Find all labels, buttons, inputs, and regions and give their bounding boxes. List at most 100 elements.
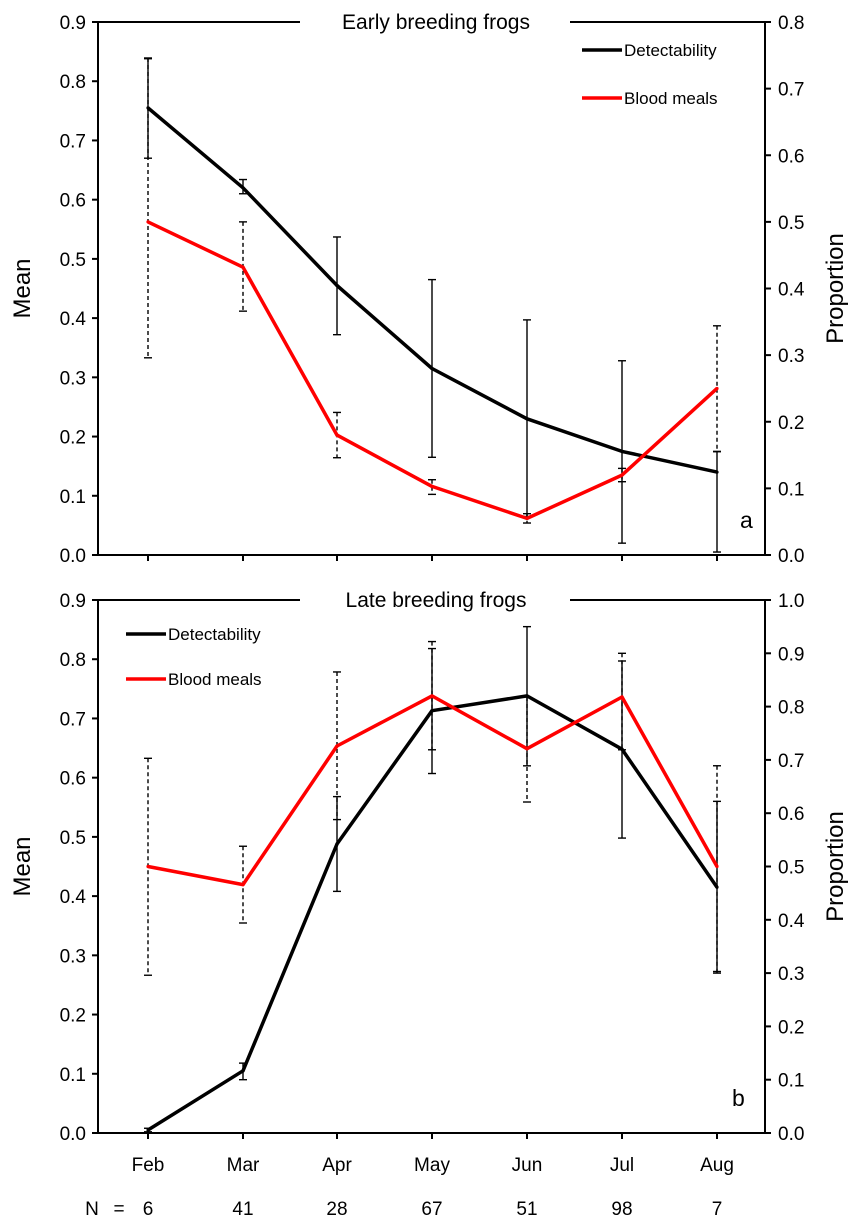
- y-axis-title-left: Mean: [9, 258, 36, 318]
- panel-a: Early breeding frogs 0.0 0.1 0.2 0.3 0.4 0.5 0.…: [9, 11, 849, 567]
- data-point: [430, 484, 434, 488]
- right-tick-label: 0.0: [778, 546, 804, 567]
- data-point: [335, 283, 339, 288]
- left-tick-label: 0.2: [60, 1006, 86, 1027]
- series-detectability: [144, 58, 721, 553]
- right-tick-label: 0.9: [778, 644, 804, 665]
- x-tick-label: Jul: [610, 1155, 634, 1176]
- left-tick-label: 0.8: [60, 72, 86, 93]
- data-point: [335, 433, 339, 437]
- data-point: [430, 709, 434, 713]
- right-tick-label: 0.1: [778, 479, 804, 500]
- x-tick-label: Apr: [322, 1155, 352, 1176]
- right-tick-label: 0.8: [778, 698, 804, 719]
- left-tick-label: 0.1: [60, 487, 86, 508]
- sample-size-value: 28: [326, 1199, 347, 1220]
- left-tick-label: 0.1: [60, 1065, 86, 1086]
- panel-title: Late breeding frogs: [346, 589, 527, 612]
- data-point: [430, 366, 434, 371]
- y-axis-title-right: Proportion: [822, 233, 849, 344]
- data-point: [146, 220, 150, 224]
- left-tick-label: 0.0: [60, 546, 86, 567]
- left-tick-label: 0.4: [60, 309, 87, 330]
- panel-title: Early breeding frogs: [342, 11, 530, 34]
- x-tick-label: Jun: [512, 1155, 543, 1176]
- data-point: [146, 1128, 150, 1132]
- series-blood-meals: [144, 640, 721, 976]
- left-tick-label: 0.8: [60, 650, 86, 671]
- data-point: [241, 883, 245, 887]
- left-tick-label: 0.2: [60, 428, 86, 449]
- left-tick-label: 0.3: [60, 946, 86, 967]
- sample-size-value: 51: [516, 1199, 537, 1220]
- x-tick-label: Mar: [227, 1155, 260, 1176]
- data-point: [525, 747, 529, 751]
- left-tick-label: 0.6: [60, 769, 86, 790]
- right-tick-label: 0.2: [778, 1017, 804, 1038]
- data-point: [241, 186, 245, 190]
- data-point: [620, 473, 624, 477]
- right-tick-label: 0.8: [778, 13, 804, 34]
- sample-size-value: 6: [143, 1199, 154, 1220]
- data-point: [146, 864, 150, 869]
- data-point: [525, 516, 529, 520]
- legend-label: Blood meals: [168, 670, 262, 689]
- x-tick-label: May: [414, 1155, 450, 1176]
- data-point: [620, 449, 624, 453]
- left-tick-label: 0.7: [60, 709, 86, 730]
- panel-letter: b: [732, 1085, 745, 1111]
- left-tick-label: 0.0: [60, 1124, 86, 1145]
- right-tick-label: 0.7: [778, 80, 804, 101]
- data-point: [335, 744, 339, 748]
- sample-size-value: 98: [611, 1199, 632, 1220]
- data-point: [715, 386, 719, 391]
- left-tick-label: 0.9: [60, 591, 86, 612]
- legend-label: Detectability: [624, 41, 717, 60]
- sample-size-value: 7: [712, 1199, 723, 1220]
- series-detectability: [144, 625, 721, 1133]
- legend: Detectability Blood meals: [582, 41, 718, 108]
- data-point: [620, 747, 624, 751]
- right-tick-label: 0.5: [778, 858, 804, 879]
- data-point: [525, 694, 529, 698]
- data-point: [715, 470, 719, 474]
- right-tick-label: 0.2: [778, 413, 804, 434]
- sample-size-value: 67: [421, 1199, 442, 1220]
- left-tick-label: 0.6: [60, 191, 86, 212]
- sample-size-value: 41: [232, 1199, 253, 1220]
- right-tick-label: 0.5: [778, 213, 804, 234]
- data-point: [715, 864, 719, 869]
- right-tick-label: 1.0: [778, 591, 804, 612]
- left-tick-label: 0.5: [60, 250, 86, 271]
- data-point: [146, 106, 150, 110]
- data-point: [335, 842, 339, 846]
- right-tick-label: 0.4: [778, 280, 805, 301]
- left-tick-label: 0.7: [60, 131, 86, 152]
- legend-label: Detectability: [168, 625, 261, 644]
- sample-size-label: N: [85, 1199, 99, 1220]
- left-tick-label: 0.4: [60, 887, 87, 908]
- right-tick-label: 0.3: [778, 346, 804, 367]
- sample-size-equals: =: [113, 1199, 124, 1220]
- right-tick-label: 0.4: [778, 911, 805, 932]
- panel-b: Late breeding frogs 0.0 0.1 0.2 0.3 0.4 0.5 0.6…: [9, 589, 849, 1145]
- data-point: [430, 694, 434, 698]
- right-tick-label: 0.0: [778, 1124, 804, 1145]
- right-tick-label: 0.6: [778, 146, 804, 167]
- left-tick-label: 0.3: [60, 368, 86, 389]
- y-axis-title-right: Proportion: [822, 811, 849, 922]
- data-point: [715, 885, 719, 889]
- x-tick-label: Aug: [700, 1155, 734, 1176]
- right-tick-label: 0.7: [778, 751, 804, 772]
- right-tick-label: 0.6: [778, 804, 804, 825]
- x-tick-label: Feb: [132, 1155, 165, 1176]
- left-tick-label: 0.9: [60, 13, 86, 34]
- left-tick-label: 0.5: [60, 828, 86, 849]
- right-tick-label: 0.1: [778, 1071, 804, 1092]
- data-point: [620, 695, 624, 699]
- right-tick-label: 0.3: [778, 964, 804, 985]
- data-point: [241, 265, 245, 269]
- panel-letter: a: [740, 507, 753, 533]
- data-point: [525, 417, 529, 421]
